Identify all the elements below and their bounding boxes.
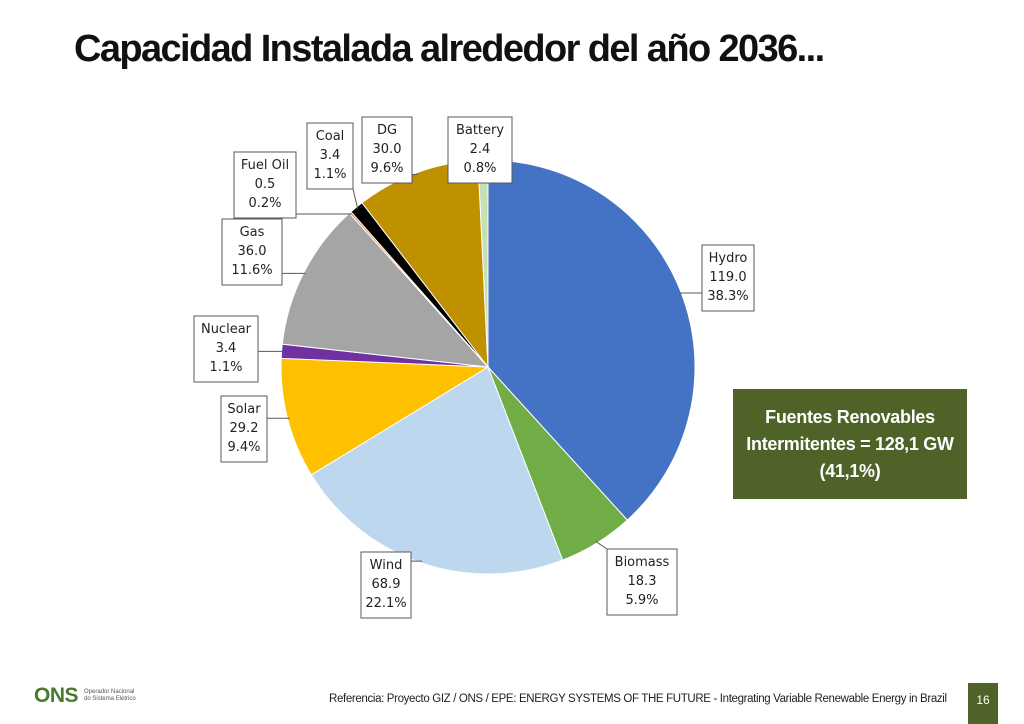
slice-label-percent-gas: 11.6% [231,263,272,278]
slice-label-value-wind: 68.9 [372,577,401,592]
page-title: Capacidad Instalada alrededor del año 20… [74,28,825,70]
slice-label-gas: Gas 36.0 11.6% [221,218,283,286]
slice-label-name-gas: Gas [240,225,265,240]
slice-label-hydro: Hydro 119.0 38.3% [701,244,755,312]
callout-line-2: Intermitentes = 128,1 GW [746,433,954,454]
slice-label-value-gas: 36.0 [238,244,267,259]
slice-label-value-solar: 29.2 [230,421,259,436]
callout-line-3: (41,1%) [819,460,881,481]
callout-line-1: Fuentes Renovables [765,406,935,427]
slice-label-value-battery: 2.4 [470,142,491,157]
slice-label-box-gas [221,218,283,286]
pie-slices [280,159,696,575]
slice-label-name-dg: DG [377,123,397,138]
slice-label-biomass: Biomass 18.3 5.9% [606,548,678,616]
slice-label-value-biomass: 18.3 [628,574,657,589]
slice-labels: Hydro 119.0 38.3% Biomass 18.3 5.9% Wind 68.9 22… [193,116,755,619]
slice-label-name-hydro: Hydro [709,251,748,266]
slice-label-percent-dg: 9.6% [370,161,403,176]
slice-label-percent-hydro: 38.3% [707,289,748,304]
slice-label-percent-battery: 0.8% [463,161,496,176]
slice-label-solar: Solar 29.2 9.4% [220,395,268,463]
slice-label-box-wind [360,551,412,619]
leader-line-biomass [595,540,608,550]
slice-label-nuclear: Nuclear 3.4 1.1% [193,315,259,383]
slice-label-value-dg: 30.0 [373,142,402,157]
slice-label-percent-fuel-oil: 0.2% [248,196,281,211]
ons-logo-sub-line-1: Operador Nacional [84,689,135,695]
slice-label-value-fuel-oil: 0.5 [255,177,276,192]
ons-logo: ONS Operador Nacional do Sistema Elétric… [34,684,136,708]
slice-label-name-battery: Battery [456,123,504,138]
slice-label-value-coal: 3.4 [320,148,341,163]
slice-label-name-coal: Coal [316,129,345,144]
slice-label-name-wind: Wind [370,558,403,573]
slice-label-coal: Coal 3.4 1.1% [306,122,354,190]
slice-label-name-fuel-oil: Fuel Oil [241,158,289,173]
slice-label-box-hydro [701,244,755,312]
page-number: 16 [968,683,998,724]
ons-logo-mark: ONS [34,684,79,707]
pie-slice-hydro [487,159,696,521]
slice-label-box-coal [306,122,354,190]
slice-label-percent-wind: 22.1% [365,596,406,611]
slice-label-value-hydro: 119.0 [709,270,746,285]
reference-text: Referencia: Proyecto GIZ / ONS / EPE: EN… [329,693,947,705]
slice-label-box-battery [447,116,513,184]
renewables-callout: Fuentes Renovables Intermitentes = 128,1… [733,389,967,499]
slice-label-name-nuclear: Nuclear [201,322,252,337]
slice-label-percent-biomass: 5.9% [625,593,658,608]
leader-line-coal [352,188,359,209]
ons-logo-subtitle: Operador Nacional do Sistema Elétrico [84,689,136,703]
slice-label-fuel-oil: Fuel Oil 0.5 0.2% [233,151,297,219]
slice-label-value-nuclear: 3.4 [216,341,237,356]
slice-label-battery: Battery 2.4 0.8% [447,116,513,184]
slice-label-dg: DG 30.0 9.6% [361,116,413,184]
slice-label-percent-nuclear: 1.1% [209,360,242,375]
pie-slice-gas [281,212,490,368]
slice-label-box-solar [220,395,268,463]
slice-label-percent-coal: 1.1% [313,167,346,182]
slice-label-box-fuel-oil [233,151,297,219]
slice-label-percent-solar: 9.4% [227,440,260,455]
slice-label-box-dg [361,116,413,184]
slice-label-box-nuclear [193,315,259,383]
slice-label-name-biomass: Biomass [615,555,670,570]
pie-slice-wind [310,366,564,575]
slice-label-box-biomass [606,548,678,616]
label-leader-lines [258,174,702,562]
ons-logo-sub-line-2: do Sistema Elétrico [84,696,136,702]
slice-label-name-solar: Solar [227,402,261,417]
slice-label-wind: Wind 68.9 22.1% [360,551,412,619]
